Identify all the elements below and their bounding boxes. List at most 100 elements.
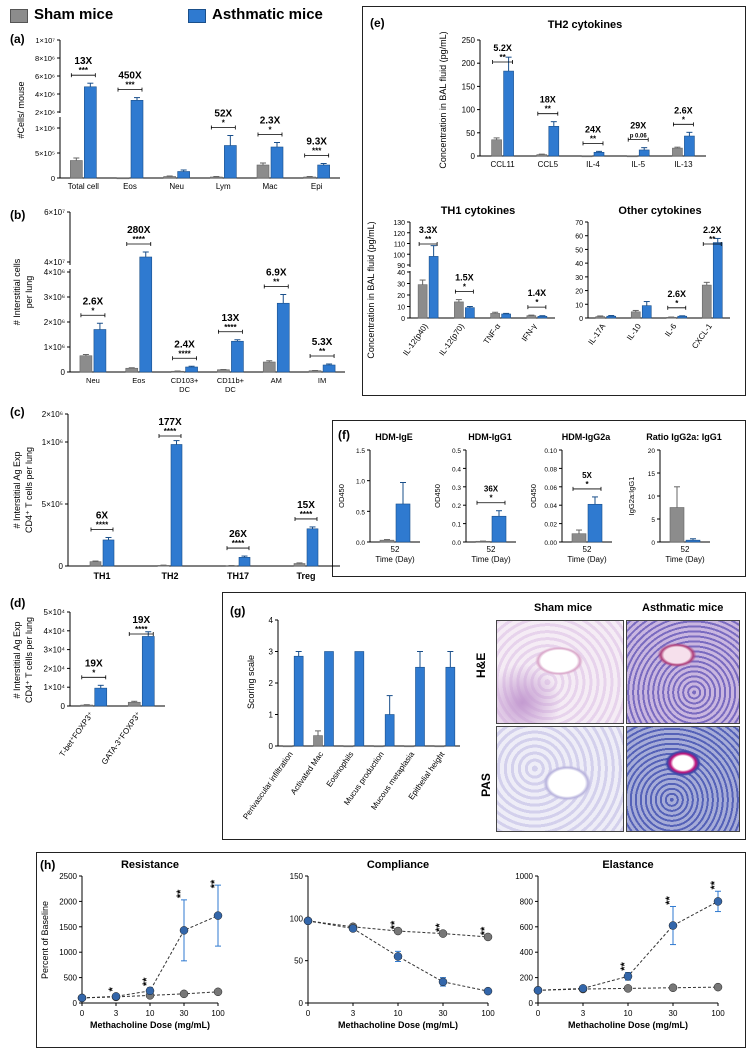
sham-bar <box>127 701 141 707</box>
y-tick-label: 6×10⁶ <box>35 72 55 81</box>
category-label: DC <box>225 385 236 394</box>
significance-stars: ** <box>273 278 280 287</box>
asthma-bar <box>384 714 395 747</box>
y-tick-label: 0.1 <box>452 522 461 529</box>
y-tick-label: 0.3 <box>452 485 461 492</box>
panel-g-frame <box>222 592 746 840</box>
panel-label-g: (g) <box>230 604 246 618</box>
sham-bar <box>672 147 683 157</box>
x-axis-label: Time (Day) <box>665 555 705 564</box>
fold-change-label: 2.4X <box>174 339 195 350</box>
y-tick-label: 10 <box>648 494 656 501</box>
y-axis-label: Scoring scale <box>246 655 256 709</box>
fold-change-label: 2.3X <box>260 116 281 127</box>
asthma-bar <box>102 539 115 567</box>
significance-stars: * <box>535 298 539 307</box>
fold-change-label: 450X <box>118 71 142 82</box>
chart-title: Compliance <box>367 859 429 871</box>
asthma-bar <box>224 145 237 179</box>
asthma-bar <box>322 364 336 373</box>
asthma-bar <box>537 315 548 319</box>
significance-stars: **** <box>133 235 146 244</box>
y-tick-label: 4×10⁶ <box>44 268 65 277</box>
sham-bar <box>89 561 102 567</box>
significance-stars: ** <box>709 880 721 889</box>
asthma-data-point <box>111 992 121 1001</box>
sham-data-point <box>668 983 678 993</box>
asthma-bar <box>677 315 688 319</box>
fold-change-label: 2.6X <box>674 105 693 115</box>
y-tick-label: 0.0 <box>356 540 365 547</box>
fold-change-label: 6X <box>96 510 109 521</box>
panel-label-f: (f) <box>338 428 350 442</box>
asthma-bar <box>139 256 153 373</box>
sham-bar <box>210 176 223 179</box>
x-axis-label: Time (Day) <box>375 555 415 564</box>
y-axis-label: Concentration in BAL fluid (pg/mL) <box>366 221 376 358</box>
significance-stars: * <box>107 987 119 992</box>
significance-stars: * <box>682 115 686 124</box>
histology-image-asthma-pas <box>626 726 740 832</box>
chart-title: Ratio IgG2a: IgG1 <box>646 432 722 442</box>
y-tick-label: 4×10⁴ <box>44 627 66 636</box>
asthma-series-line <box>307 920 489 992</box>
significance-stars: ** <box>209 879 221 888</box>
category-label: IL-12(p70) <box>437 322 466 358</box>
sham-bar <box>116 177 130 180</box>
sham-bar <box>571 533 587 543</box>
x-tick-label: 3 <box>581 1009 586 1018</box>
y-tick-label: 30 <box>397 282 405 289</box>
y-tick-label: 2×10⁶ <box>35 108 55 117</box>
category-label: CCL11 <box>490 160 515 169</box>
y-tick-label: 150 <box>290 872 304 881</box>
y-tick-label: 0 <box>651 540 655 547</box>
chart-title: HDM-IgG1 <box>468 432 512 442</box>
sham-data-point <box>438 929 448 938</box>
histology-image-sham-he <box>496 620 624 724</box>
y-tick-label: 8×10⁶ <box>35 54 55 63</box>
significance-stars: **** <box>300 510 313 519</box>
chart-title: HDM-IgG2a <box>562 432 611 442</box>
y-tick-label: 0.08 <box>544 466 557 473</box>
sham-data-point <box>393 926 403 936</box>
significance-stars: ** <box>319 347 326 356</box>
category-label: IFN-γ <box>520 322 539 343</box>
panel-label-a: (a) <box>10 32 25 46</box>
y-tick-label: 1 <box>269 711 274 720</box>
asthma-bar <box>712 242 723 319</box>
y-tick-label: 1×10⁶ <box>35 124 55 133</box>
category-label: TNF-α <box>482 322 503 346</box>
y-tick-label: 5×10⁴ <box>44 608 66 617</box>
y-tick-label: 0.4 <box>452 466 461 473</box>
y-tick-label: 200 <box>462 59 476 68</box>
panel-label-e: (e) <box>370 16 385 30</box>
category-label: CXCL-1 <box>690 322 714 351</box>
y-tick-label: 0.5 <box>356 509 365 516</box>
y-tick-label: 0.04 <box>544 503 557 510</box>
y-tick-label: 800 <box>520 897 534 906</box>
sham-bar <box>343 745 354 748</box>
y-tick-label: 1×10⁴ <box>44 683 66 692</box>
y-tick-label: 1500 <box>59 923 77 932</box>
y-tick-label: 600 <box>520 923 534 932</box>
legend-swatch-sham <box>10 9 28 23</box>
y-axis-label: CD4⁺ T cells per lung <box>24 447 34 533</box>
fold-change-label: 1.4X <box>528 288 547 298</box>
category-label: Mac <box>262 182 277 191</box>
y-tick-label: 4×10⁷ <box>44 258 65 267</box>
sham-bar <box>595 316 606 319</box>
y-tick-label: 3×10⁴ <box>44 646 66 655</box>
significance-stars: * <box>489 494 493 503</box>
significance-stars: *** <box>312 147 322 156</box>
significance-stars: **** <box>164 427 177 436</box>
y-axis-label: Percent of Baseline <box>40 901 50 979</box>
asthma-bar <box>606 315 617 319</box>
significance-stars: ** <box>389 920 401 929</box>
asthma-bar <box>293 655 304 747</box>
y-axis-label: IgG2a:IgG1 <box>627 477 636 516</box>
y-tick-label: 20 <box>648 448 656 455</box>
category-label: Eos <box>132 376 145 385</box>
sham-bar <box>417 284 428 319</box>
fold-change-label: 177X <box>158 417 182 428</box>
